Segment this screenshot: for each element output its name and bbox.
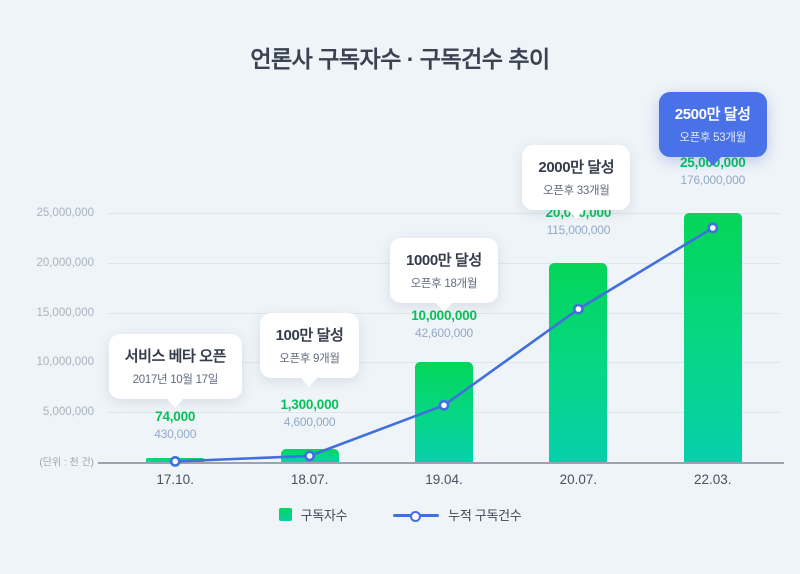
x-axis-tick-label: 18.07. [290, 472, 329, 487]
legend-line-icon [393, 508, 440, 522]
bar[interactable] [415, 362, 473, 462]
callout-tail [300, 377, 319, 387]
chart-title: 언론사 구독자수 · 구독건수 추이 [250, 46, 550, 72]
callout-subtitle: 오픈후 33개월 [543, 185, 610, 197]
gridline [108, 213, 780, 214]
callout-subtitle: 오픈후 9개월 [279, 353, 340, 365]
callout-tail [567, 209, 586, 219]
bar[interactable] [280, 449, 339, 462]
callout-subtitle: 오픈후 18개월 [410, 278, 478, 290]
y-axis-tick-label: 15,000,000 [36, 306, 94, 319]
x-axis-tick-label: 22.03. [694, 472, 732, 487]
legend-label-bar: 구독자수 [300, 508, 348, 523]
unit-note: (단위 : 천 건) [39, 457, 94, 469]
y-axis-tick-label: 25,000,000 [36, 207, 94, 219]
callout-tail [703, 156, 722, 166]
cumulative-value: 176,000,000 [680, 173, 746, 187]
legend-item-line[interactable]: 누적 구독건수 [393, 505, 522, 524]
legend-label-line: 누적 구독건수 [448, 508, 522, 523]
callout-subtitle: 오픈후 53개월 [679, 132, 746, 144]
y-axis-tick-label: 10,000,000 [36, 356, 94, 369]
callout-subtitle: 2017년 10월 17일 [132, 374, 219, 386]
bar[interactable] [549, 262, 608, 462]
callout-1[interactable]: 서비스 베타 오픈 2017년 10월 17일 [108, 334, 243, 408]
gridline [108, 312, 780, 314]
y-axis-tick-label: 5,000,000 [42, 406, 94, 419]
legend-swatch-icon [278, 508, 292, 521]
callout-tail [166, 398, 185, 408]
callout-tail [434, 302, 453, 312]
callout-title: 100만 달성 [275, 327, 344, 344]
callout-title: 2500만 달성 [674, 106, 751, 123]
bar[interactable] [683, 213, 742, 462]
legend-item-bar[interactable]: 구독자수 [278, 505, 348, 524]
callout-title: 2000만 달성 [538, 159, 615, 176]
x-axis-line [98, 462, 784, 464]
x-axis-tick-label: 19.04. [425, 472, 463, 487]
callout-title: 서비스 베타 오픈 [124, 348, 227, 365]
x-axis-tick-label: 20.07. [559, 472, 598, 487]
x-axis-tick-label: 17.10. [156, 472, 194, 487]
y-axis-tick-label: 20,000,000 [36, 256, 94, 269]
chart-legend: 구독자수 누적 구독건수 [0, 505, 800, 524]
callout-title: 1000만 달성 [406, 252, 482, 269]
